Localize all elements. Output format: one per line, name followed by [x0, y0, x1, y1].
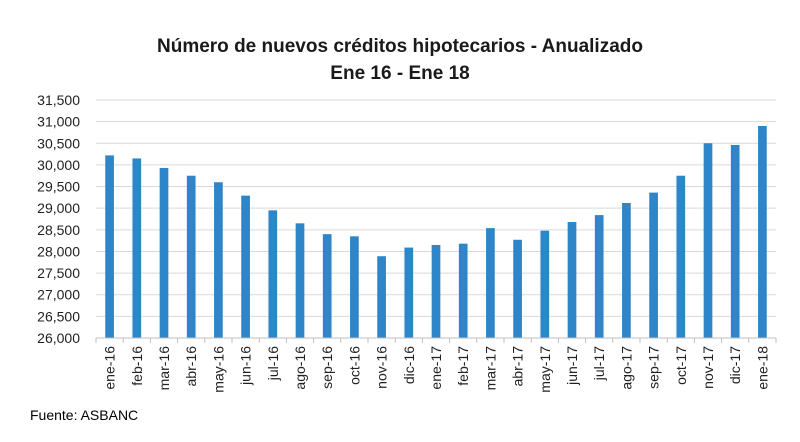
bar-dic-16: [404, 247, 414, 338]
x-tick-label: feb-17: [455, 346, 471, 386]
y-axis: 26,000 26,500 27,000 27,500 28,000 28,500 29,0…: [37, 92, 80, 346]
x-tick-label: mar-16: [156, 346, 172, 391]
bar-may-17: [540, 230, 550, 338]
y-tick-label: 31,500: [37, 92, 80, 108]
y-tick-label: 29,000: [37, 200, 80, 216]
bar-ago-17: [622, 202, 631, 338]
bar-feb-17: [458, 243, 468, 338]
x-tick-label: may-17: [537, 346, 553, 393]
y-tick-label: 31,000: [37, 114, 80, 130]
x-tick-label: mar-17: [482, 346, 498, 391]
x-tick-label: jun-17: [564, 346, 580, 386]
gridlines: [96, 99, 776, 339]
bar-ene-17: [431, 244, 441, 338]
chart-subtitle: Ene 16 - Ene 18: [330, 63, 470, 84]
x-tick-label: abr-16: [183, 346, 199, 387]
bar-sep-16: [322, 234, 332, 338]
bar-ago-16: [295, 223, 305, 338]
y-tick-label: 26,000: [37, 330, 80, 346]
x-tick-label: sep-17: [646, 346, 662, 389]
bar-jun-16: [241, 195, 250, 338]
bar-mar-16: [159, 167, 169, 338]
x-tick-label: oct-17: [673, 346, 689, 385]
y-tick-label: 27,000: [37, 287, 80, 303]
bar-mar-17: [486, 228, 495, 338]
x-axis: ene-16 feb-16 mar-16 abr-16 may-16 jun-16 jul-…: [95, 337, 777, 393]
x-tick-label: jul-17: [591, 346, 607, 381]
x-tick-label: dic-16: [401, 346, 417, 384]
y-tick-label: 30,000: [37, 157, 80, 173]
x-tick-label: dic-17: [727, 346, 743, 384]
chart-title: Número de nuevos créditos hipotecarios -…: [157, 36, 643, 57]
bar-jun-17: [567, 222, 577, 338]
bars: [105, 125, 767, 338]
bar-may-16: [214, 182, 223, 338]
bar-ene-16: [105, 155, 114, 338]
bar-abr-16: [186, 175, 196, 338]
bar-jul-17: [594, 215, 604, 338]
bar-oct-16: [350, 236, 359, 338]
x-tick-label: ene-18: [754, 346, 770, 390]
x-tick-label: jul-16: [265, 346, 281, 381]
bar-nov-16: [377, 256, 386, 338]
x-tick-label: sep-16: [319, 346, 335, 389]
x-tick-label: oct-16: [346, 346, 362, 385]
x-tick-label: nov-16: [374, 346, 390, 389]
bar-nov-17: [703, 143, 713, 338]
y-tick-label: 26,500: [37, 308, 80, 324]
x-tick-label: jun-16: [238, 346, 254, 386]
y-tick-label: 27,500: [37, 265, 80, 281]
bar-ene-18: [758, 125, 767, 338]
x-tick-label: abr-17: [510, 346, 526, 387]
x-tick-label: may-16: [210, 346, 226, 393]
bar-jul-16: [268, 210, 278, 338]
x-tick-label: feb-16: [129, 346, 145, 386]
bar-abr-17: [513, 239, 522, 338]
y-tick-label: 29,500: [37, 179, 80, 195]
x-tick-label: ago-17: [618, 346, 634, 390]
x-tick-label: ene-17: [428, 346, 444, 390]
x-tick-label: ene-16: [102, 346, 118, 390]
bar-dic-17: [730, 145, 740, 338]
bar-feb-16: [132, 158, 142, 338]
y-tick-label: 28,000: [37, 243, 80, 259]
bar-oct-17: [676, 175, 686, 338]
x-tick-label: nov-17: [700, 346, 716, 389]
bar-sep-17: [649, 192, 658, 338]
y-tick-label: 28,500: [37, 222, 80, 238]
y-tick-label: 30,500: [37, 135, 80, 151]
x-tick-label: ago-16: [292, 346, 308, 390]
source-note: Fuente: ASBANC: [30, 407, 139, 423]
